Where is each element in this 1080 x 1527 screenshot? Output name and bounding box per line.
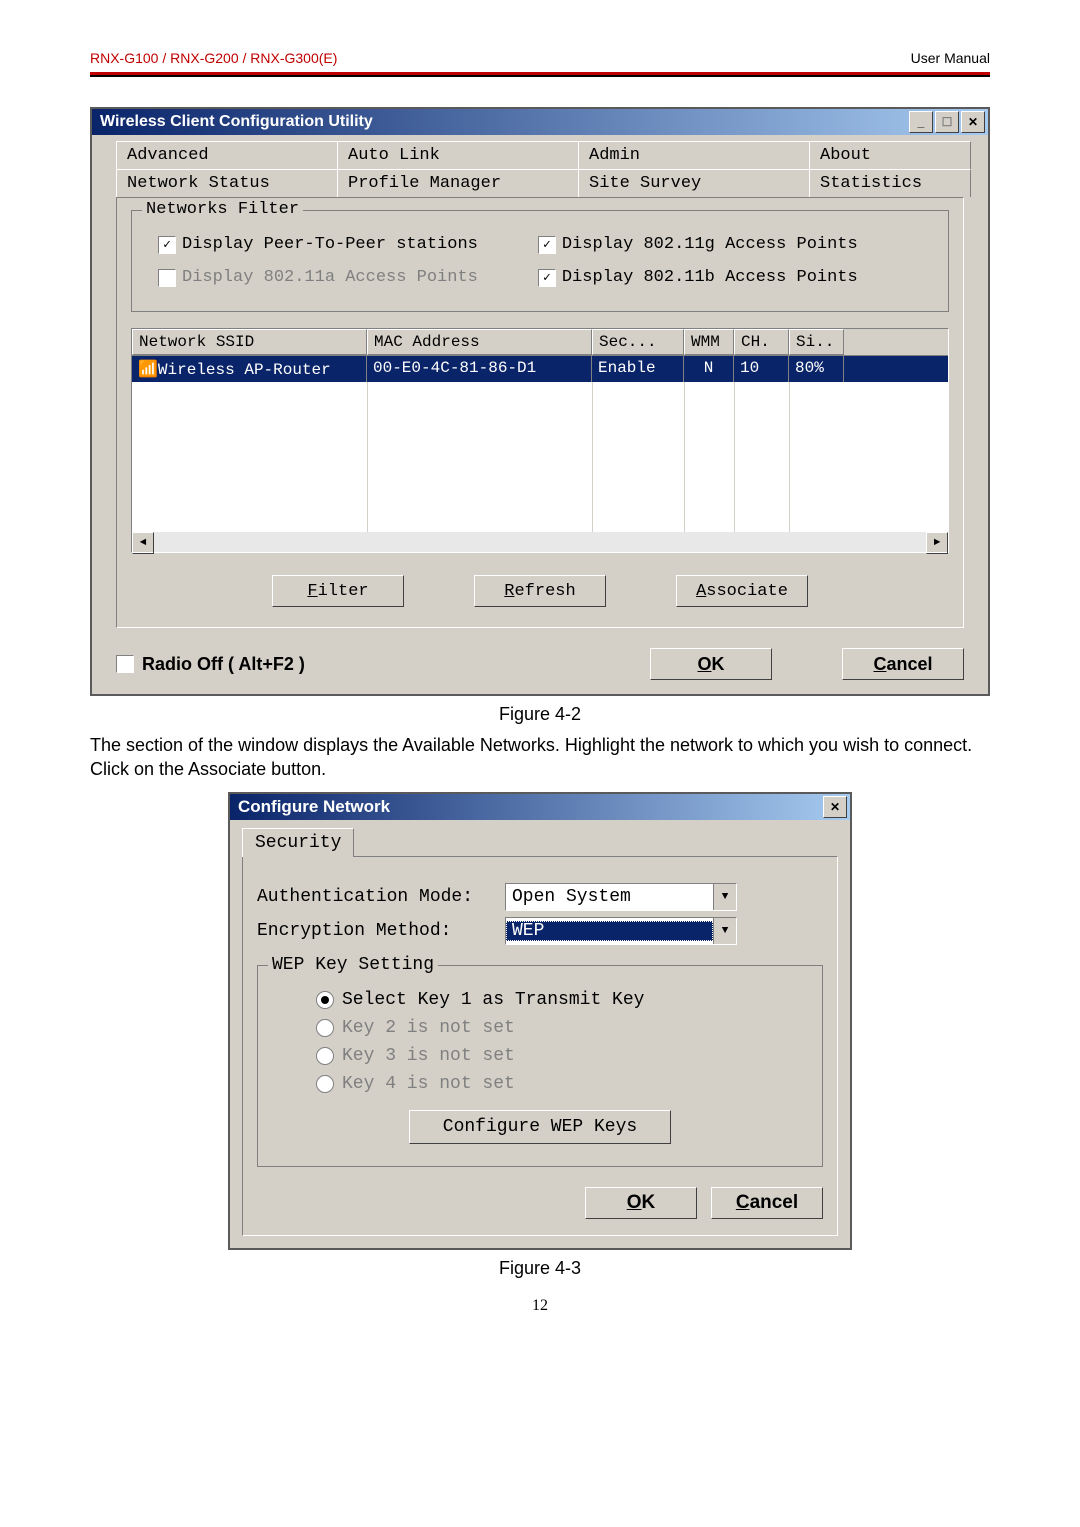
td-si: 80%	[789, 356, 844, 382]
radio-key3-label: Key 3 is not set	[342, 1046, 515, 1066]
tab-security[interactable]: Security	[242, 828, 354, 857]
encryption-value: WEP	[506, 921, 713, 941]
close-button[interactable]: ✕	[961, 111, 985, 133]
th-si[interactable]: Si..	[789, 329, 844, 355]
radio-icon	[316, 991, 334, 1009]
networks-filter-fieldset: Networks Filter ✓ Display Peer-To-Peer s…	[131, 210, 949, 312]
table-header: Network SSID MAC Address Sec... WMM CH. …	[132, 329, 948, 356]
td-sec: Enable	[592, 356, 684, 382]
auth-mode-value: Open System	[506, 887, 713, 907]
radio-key4-label: Key 4 is not set	[342, 1074, 515, 1094]
window-title: Configure Network	[238, 797, 390, 817]
encryption-label: Encryption Method:	[257, 921, 497, 941]
chk-80211g[interactable]: ✓ Display 802.11g Access Points	[538, 235, 858, 254]
checkbox-icon	[116, 655, 134, 673]
td-ch: 10	[734, 356, 789, 382]
checkbox-icon: ✓	[538, 236, 556, 254]
titlebar: Wireless Client Configuration Utility _ …	[92, 109, 988, 135]
horizontal-scrollbar[interactable]: ◄ ►	[132, 532, 948, 552]
figure-4-3-caption: Figure 4-3	[90, 1258, 990, 1279]
titlebar: Configure Network ✕	[230, 794, 850, 820]
encryption-dropdown[interactable]: WEP ▼	[505, 917, 737, 945]
chk-11a-label: Display 802.11a Access Points	[182, 268, 478, 287]
th-wmm[interactable]: WMM	[684, 329, 734, 355]
scroll-right-icon[interactable]: ►	[926, 532, 948, 554]
chk-80211a: Display 802.11a Access Points	[158, 268, 478, 287]
auth-mode-dropdown[interactable]: Open System ▼	[505, 883, 737, 911]
wep-legend: WEP Key Setting	[268, 955, 438, 975]
chk-80211b[interactable]: ✓ Display 802.11b Access Points	[538, 268, 858, 287]
th-ch[interactable]: CH.	[734, 329, 789, 355]
radio-icon	[316, 1075, 334, 1093]
table-row[interactable]: 📶Wireless AP-Router 00-E0-4C-81-86-D1 En…	[132, 356, 948, 382]
radio-key2: Key 2 is not set	[316, 1018, 804, 1038]
th-ssid[interactable]: Network SSID	[132, 329, 367, 355]
tab-advanced[interactable]: Advanced	[116, 141, 338, 169]
filter-button[interactable]: Filter	[272, 575, 404, 607]
figure-4-2-caption: Figure 4-2	[90, 704, 990, 725]
page-number: 12	[90, 1297, 990, 1315]
radio-off-checkbox[interactable]: Radio Off ( Alt+F2 )	[116, 654, 305, 675]
security-panel: Authentication Mode: Open System ▼ Encry…	[242, 856, 838, 1236]
chk-peer-label: Display Peer-To-Peer stations	[182, 235, 478, 254]
td-mac: 00-E0-4C-81-86-D1	[367, 356, 592, 382]
radio-key2-label: Key 2 is not set	[342, 1018, 515, 1038]
tab-statistics[interactable]: Statistics	[809, 169, 971, 197]
networks-filter-legend: Networks Filter	[142, 200, 303, 219]
wireless-utility-window: Wireless Client Configuration Utility _ …	[90, 107, 990, 696]
tab-site-survey[interactable]: Site Survey	[578, 169, 810, 197]
radio-key4: Key 4 is not set	[316, 1074, 804, 1094]
chk-peer-to-peer[interactable]: ✓ Display Peer-To-Peer stations	[158, 235, 478, 254]
table-empty-area	[132, 382, 948, 532]
radio-off-label: Radio Off ( Alt+F2 )	[142, 654, 305, 675]
radio-key1[interactable]: Select Key 1 as Transmit Key	[316, 990, 804, 1010]
site-survey-panel: Networks Filter ✓ Display Peer-To-Peer s…	[116, 197, 964, 628]
radio-icon	[316, 1019, 334, 1037]
cancel-button[interactable]: Cancel	[711, 1187, 823, 1219]
header-left: RNX-G100 / RNX-G200 / RNX-G300(E)	[90, 50, 337, 66]
associate-button[interactable]: Associate	[676, 575, 808, 607]
scroll-left-icon[interactable]: ◄	[132, 532, 154, 554]
minimize-button[interactable]: _	[909, 111, 933, 133]
radio-key3: Key 3 is not set	[316, 1046, 804, 1066]
networks-table: Network SSID MAC Address Sec... WMM CH. …	[131, 328, 949, 553]
close-button[interactable]: ✕	[823, 796, 847, 818]
td-ssid: 📶Wireless AP-Router	[132, 356, 367, 382]
checkbox-icon: ✓	[538, 269, 556, 287]
window-title: Wireless Client Configuration Utility	[100, 113, 373, 131]
scroll-track[interactable]	[154, 532, 926, 552]
tab-auto-link[interactable]: Auto Link	[337, 141, 579, 169]
tab-about[interactable]: About	[809, 141, 971, 169]
auth-mode-label: Authentication Mode:	[257, 887, 497, 907]
checkbox-icon: ✓	[158, 236, 176, 254]
dropdown-arrow-icon: ▼	[713, 918, 736, 944]
body-paragraph: The section of the window displays the A…	[90, 733, 990, 782]
tab-network-status[interactable]: Network Status	[116, 169, 338, 197]
th-sec[interactable]: Sec...	[592, 329, 684, 355]
wep-key-fieldset: WEP Key Setting Select Key 1 as Transmit…	[257, 965, 823, 1167]
chk-11b-label: Display 802.11b Access Points	[562, 268, 858, 287]
th-mac[interactable]: MAC Address	[367, 329, 592, 355]
configure-network-window: Configure Network ✕ Security Authenticat…	[228, 792, 852, 1250]
tab-profile-manager[interactable]: Profile Manager	[337, 169, 579, 197]
refresh-button[interactable]: Refresh	[474, 575, 606, 607]
chk-11g-label: Display 802.11g Access Points	[562, 235, 858, 254]
ok-button[interactable]: OK	[650, 648, 772, 680]
td-wmm: N	[684, 356, 734, 382]
header-right: User Manual	[911, 50, 990, 66]
tab-admin[interactable]: Admin	[578, 141, 810, 169]
checkbox-icon	[158, 269, 176, 287]
dropdown-arrow-icon: ▼	[713, 884, 736, 910]
cancel-button[interactable]: Cancel	[842, 648, 964, 680]
configure-wep-button[interactable]: Configure WEP Keys	[409, 1110, 671, 1144]
radio-key1-label: Select Key 1 as Transmit Key	[342, 990, 644, 1010]
maximize-button[interactable]: ☐	[935, 111, 959, 133]
ok-button[interactable]: OK	[585, 1187, 697, 1219]
radio-icon	[316, 1047, 334, 1065]
